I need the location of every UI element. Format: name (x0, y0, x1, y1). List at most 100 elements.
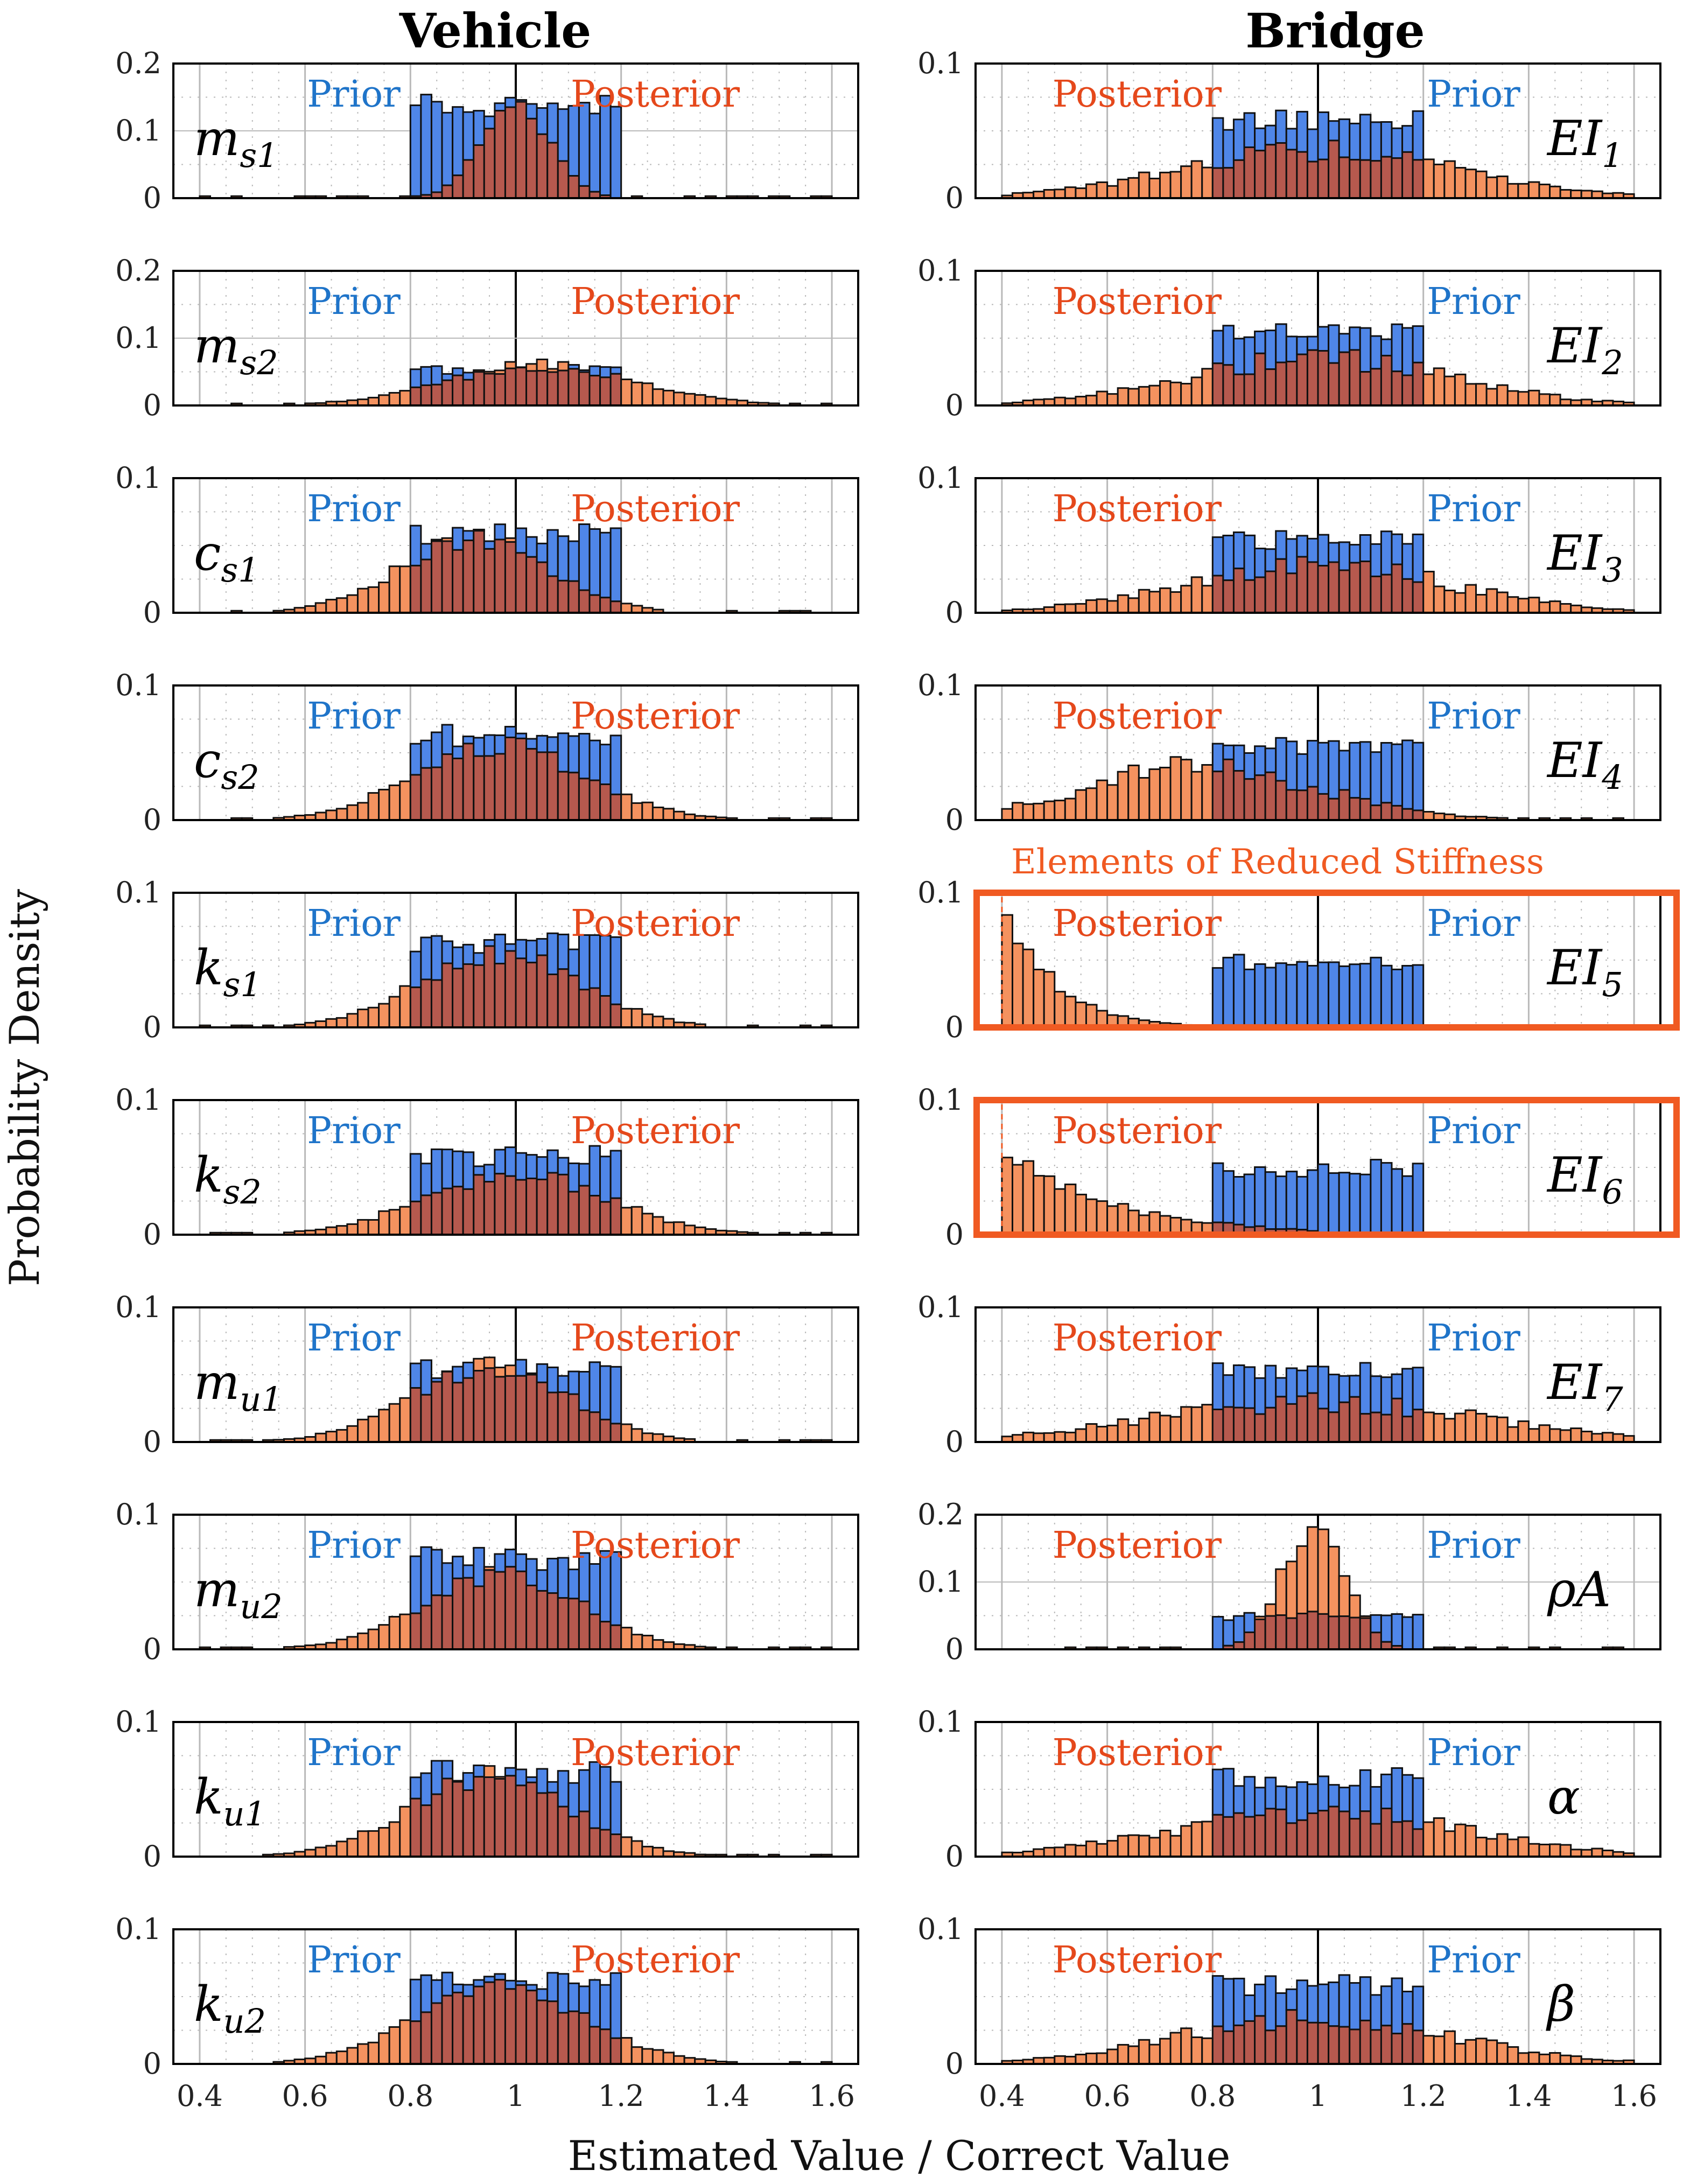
prior-bar (1254, 1983, 1266, 2017)
posterior-bar (1506, 390, 1519, 407)
prior-bar (1306, 128, 1319, 163)
x-tick-label: 0.6 (1084, 2079, 1131, 2113)
overlap-bar (599, 597, 612, 614)
posterior-bar (1127, 177, 1140, 199)
posterior-bar (1064, 186, 1077, 199)
prior-bar (1328, 1981, 1340, 2027)
overlap-bar (504, 541, 517, 614)
prior-bar (567, 1569, 580, 1600)
posterior-bar (1054, 1846, 1066, 1858)
overlap-bar (609, 1003, 622, 1028)
panel-beta: 0 0.1 0.4 0.6 0.8 1 1.2 1.4 1.6 Prior Posterior β (917, 1912, 1661, 2113)
prior-bar (504, 943, 517, 952)
posterior-bar (1085, 1840, 1098, 1858)
prior-legend-label: Prior (1427, 1939, 1520, 1982)
overlap-bar (1370, 804, 1382, 821)
posterior-bar (1422, 811, 1435, 821)
overlap-bar (515, 1375, 528, 1443)
overlap-bar (567, 2010, 580, 2065)
prior-bar (1222, 1978, 1235, 2032)
parameter-subscript: u1 (240, 1380, 282, 1419)
prior-bar (536, 1768, 549, 1794)
posterior-bar (1538, 1843, 1551, 1858)
posterior-bar (630, 2046, 643, 2065)
panel-EI1: 0 0.1 Prior Posterior EI1 (917, 46, 1661, 215)
prior-legend-label: Prior (1427, 1110, 1520, 1152)
posterior-bar (1475, 383, 1488, 407)
panel-EI7: 0 0.1 Prior Posterior EI7 (917, 1290, 1661, 1459)
prior-bar (462, 111, 475, 161)
overlap-bar (578, 589, 591, 614)
posterior-bar (1475, 170, 1488, 199)
posterior-legend-label: Posterior (571, 1524, 740, 1567)
prior-bar (557, 933, 570, 970)
posterior-bar (1138, 1835, 1151, 1858)
prior-bar (409, 743, 422, 776)
overlap-bar (609, 1833, 622, 1858)
posterior-bar (1180, 165, 1193, 199)
overlap-bar (1412, 361, 1425, 407)
posterior-bar (388, 565, 401, 614)
overlap-bar (473, 1776, 485, 1858)
posterior-bar (673, 391, 685, 407)
prior-bar (473, 1765, 485, 1778)
overlap-bar (515, 1179, 528, 1236)
posterior-bar (1422, 158, 1435, 199)
prior-bar (409, 950, 422, 989)
prior-bar (1317, 1163, 1330, 1236)
posterior-bar (1570, 604, 1582, 614)
overlap-bar (546, 974, 559, 1028)
y-tick-label: 0 (945, 1839, 964, 1873)
prior-bar (1328, 961, 1340, 1028)
prior-bar (578, 1163, 591, 1187)
parameter-subscript: s1 (240, 136, 278, 175)
overlap-bar (515, 1984, 528, 2065)
overlap-bar (1317, 565, 1330, 614)
posterior-bar (356, 1009, 369, 1028)
overlap-bar (546, 142, 559, 199)
overlap-bar (1222, 364, 1235, 407)
overlap-bar (1359, 371, 1372, 407)
overlap-bar (1338, 1401, 1351, 1443)
vehicle-column-title: Vehicle (399, 3, 592, 59)
overlap-bar (536, 1999, 549, 2065)
posterior-bar (1190, 2036, 1203, 2065)
posterior-legend-label: Posterior (571, 1317, 740, 1360)
overlap-bar (420, 767, 432, 821)
posterior-bar (651, 1846, 664, 1858)
posterior-bar (1159, 1830, 1172, 1858)
posterior-bar (1190, 376, 1203, 407)
prior-bar (494, 102, 506, 112)
overlap-bar (609, 600, 622, 614)
prior-legend-label: Prior (307, 1317, 401, 1360)
posterior-bar (1549, 600, 1561, 614)
posterior-bar (641, 1013, 654, 1028)
prior-bar (473, 110, 485, 146)
prior-bar (599, 1156, 612, 1203)
overlap-bar (536, 370, 549, 407)
prior-bar (1380, 1162, 1393, 1236)
prior-bar (1359, 1173, 1372, 1234)
posterior-bar (673, 1221, 685, 1236)
overlap-bar (1317, 1408, 1330, 1443)
overlap-bar (1380, 354, 1393, 407)
overlap-bar (409, 1200, 422, 1236)
overlap-bar (1391, 1821, 1404, 1858)
overlap-bar (494, 373, 506, 407)
panel-frame (172, 1306, 859, 1443)
panel-mu2: 0 0.1 Prior Posterior mu2 (115, 1497, 859, 1666)
overlap-bar (557, 160, 570, 199)
x-tick-label: 1 (507, 2079, 525, 2113)
posterior-bar (1043, 1432, 1056, 1443)
overlap-bar (557, 1173, 570, 1236)
prior-bar (1296, 1369, 1308, 1397)
prior-bar (1317, 1775, 1330, 1812)
prior-bar (1243, 534, 1256, 581)
prior-bar (1222, 744, 1235, 760)
prior-bar (1317, 1983, 1330, 2024)
posterior-bar (367, 1219, 380, 1236)
prior-bar (1264, 967, 1277, 1026)
parameter-subscript: 6 (1602, 1172, 1623, 1212)
posterior-bar (1064, 1844, 1077, 1858)
